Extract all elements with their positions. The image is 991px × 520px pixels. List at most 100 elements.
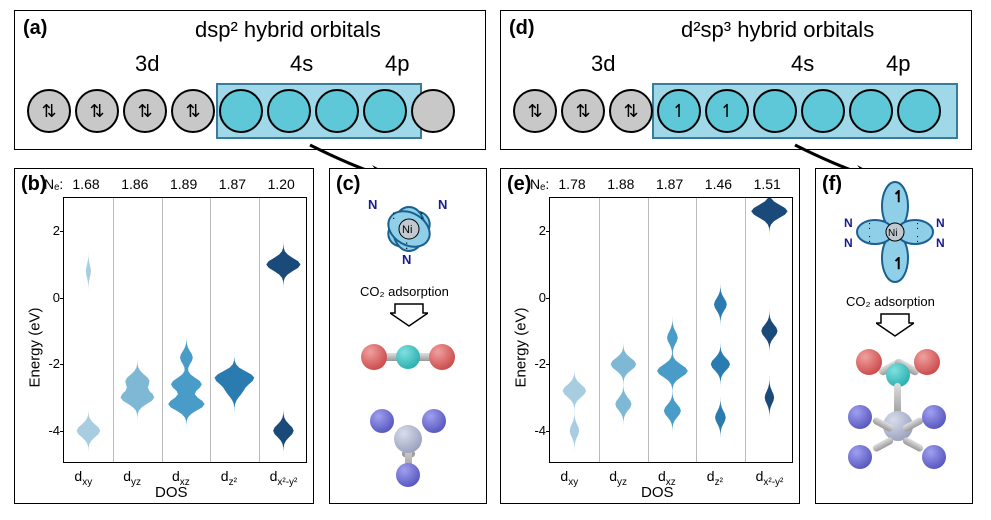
dos-ne-value: 1.46 [705, 176, 732, 192]
dos-violin [599, 198, 648, 464]
orbital-circle [315, 89, 359, 133]
panel-c: (c) Ni N N N : : : CO₂ adsorption [329, 168, 487, 504]
dos-orbital-label: dxz [172, 468, 190, 488]
panel-c-ads-label: CO₂ adsorption [360, 284, 449, 299]
panel-a-4s: 4s [290, 51, 313, 77]
svg-text:N: N [936, 216, 945, 230]
svg-text:N: N [402, 252, 411, 267]
orbital-circle: ⇅ [171, 89, 215, 133]
svg-text:Ni: Ni [888, 228, 897, 239]
svg-text::: : [916, 220, 919, 232]
panel-d-4s: 4s [791, 51, 814, 77]
dos-violin [64, 198, 113, 464]
dos-ne-value: 1.87 [656, 176, 683, 192]
dos-orbital-label: dxz [658, 468, 676, 488]
svg-text::: : [420, 208, 423, 222]
orbital-circle: ⇅ [609, 89, 653, 133]
svg-text::: : [868, 233, 871, 245]
dos-orbital-label: dx²-y² [756, 468, 784, 488]
dos-ne-value: 1.87 [219, 176, 246, 192]
panel-a-label: (a) [23, 17, 47, 40]
orbital-circle [411, 89, 455, 133]
dos-ytick: -4 [518, 423, 546, 438]
dos-b-plot: -4-202Nₑ:1.68dxy1.86dyz1.89dxz1.87dz²1.2… [63, 197, 307, 463]
svg-text:N: N [936, 236, 945, 250]
dos-orbital-label: dxy [74, 468, 92, 488]
panel-f-co2-complex [834, 349, 956, 489]
orbital-circle: ⇅ [27, 89, 71, 133]
svg-text:Ni: Ni [402, 224, 412, 236]
orbital-circle [363, 89, 407, 133]
svg-text:↿: ↿ [892, 256, 905, 273]
orbital-circle [801, 89, 845, 133]
orbital-circle: ↿ [705, 89, 749, 133]
orbital-circle [753, 89, 797, 133]
panel-a: (a) dsp² hybrid orbitals 3d 4s 4p ⇅⇅⇅⇅ [14, 10, 486, 150]
orbital-circle [897, 89, 941, 133]
orbital-circle: ↿ [657, 89, 701, 133]
dos-ytick: 0 [32, 290, 60, 305]
svg-text:N: N [368, 197, 377, 212]
svg-text::: : [868, 220, 871, 232]
dos-orbital-label: dz² [221, 468, 237, 488]
dos-violin [745, 198, 794, 464]
svg-text::: : [916, 233, 919, 245]
panel-f-tetragonal: Ni ↿ ↿ N N N N : : : : [828, 177, 962, 287]
dos-ne-value: 1.68 [72, 176, 99, 192]
orbital-circle: ⇅ [123, 89, 167, 133]
orbital-circle [849, 89, 893, 133]
panel-f-arrow-down [876, 311, 914, 339]
panel-c-trigonal: Ni N N N : : : [350, 184, 468, 274]
svg-text:N: N [844, 216, 853, 230]
orbital-circle: ⇅ [75, 89, 119, 133]
dos-violin [113, 198, 162, 464]
dos-ne-value: 1.51 [754, 176, 781, 192]
orbital-circle [267, 89, 311, 133]
dos-b: (b) Energy (eV) DOS -4-202Nₑ:1.68dxy1.86… [14, 168, 314, 504]
panel-a-4p: 4p [385, 51, 409, 77]
orbital-circle [219, 89, 263, 133]
panel-f: (f) Ni ↿ ↿ N N N N : : : : CO₂ adsorptio… [815, 168, 973, 504]
panel-a-title: dsp² hybrid orbitals [195, 17, 381, 43]
dos-violin [648, 198, 697, 464]
panel-f-ads-label: CO₂ adsorption [846, 294, 935, 309]
panel-d-title: d²sp³ hybrid orbitals [681, 17, 874, 43]
dos-ytick: -4 [32, 423, 60, 438]
dos-ne-value: 1.78 [558, 176, 585, 192]
svg-text:N: N [438, 197, 447, 212]
svg-text:N: N [844, 236, 853, 250]
dos-e-label: (e) [507, 173, 531, 196]
dos-ytick: 0 [518, 290, 546, 305]
dos-e-plot: -4-202Nₑ:1.78dxy1.88dyz1.87dxz1.46dz²1.5… [549, 197, 793, 463]
dos-ne-value: 1.88 [607, 176, 634, 192]
dos-ne-value: 1.20 [268, 176, 295, 192]
dos-violin [259, 198, 308, 464]
dos-orbital-label: dxy [560, 468, 578, 488]
panel-c-arrow-down [390, 301, 428, 329]
dos-violin [162, 198, 211, 464]
panel-d-orbitals: ⇅⇅⇅↿↿ [513, 89, 939, 133]
dos-violin [696, 198, 745, 464]
dos-ne-value: 1.89 [170, 176, 197, 192]
dos-b-label: (b) [21, 173, 47, 196]
dos-ytick: -2 [518, 356, 546, 371]
dos-ytick: 2 [518, 223, 546, 238]
panel-d: (d) d²sp³ hybrid orbitals 3d 4s 4p ⇅⇅⇅↿↿ [500, 10, 972, 150]
orbital-circle: ⇅ [561, 89, 605, 133]
dos-e: (e) Energy (eV) DOS -4-202Nₑ:1.78dxy1.88… [500, 168, 800, 504]
dos-violin [550, 198, 599, 464]
dos-violin [210, 198, 259, 464]
dos-orbital-label: dyz [609, 468, 627, 488]
panel-d-3d: 3d [591, 51, 615, 77]
dos-orbital-label: dyz [123, 468, 141, 488]
dos-orbital-label: dz² [707, 468, 723, 488]
panel-a-orbitals: ⇅⇅⇅⇅ [27, 89, 453, 133]
svg-text::: : [405, 238, 408, 252]
svg-text:↿: ↿ [892, 189, 905, 206]
panel-d-4p: 4p [886, 51, 910, 77]
dos-ne-label: Nₑ: [530, 176, 549, 192]
panel-c-complex [358, 409, 458, 489]
dos-ne-value: 1.86 [121, 176, 148, 192]
dos-ytick: -2 [32, 356, 60, 371]
panel-c-co2 [358, 339, 458, 375]
